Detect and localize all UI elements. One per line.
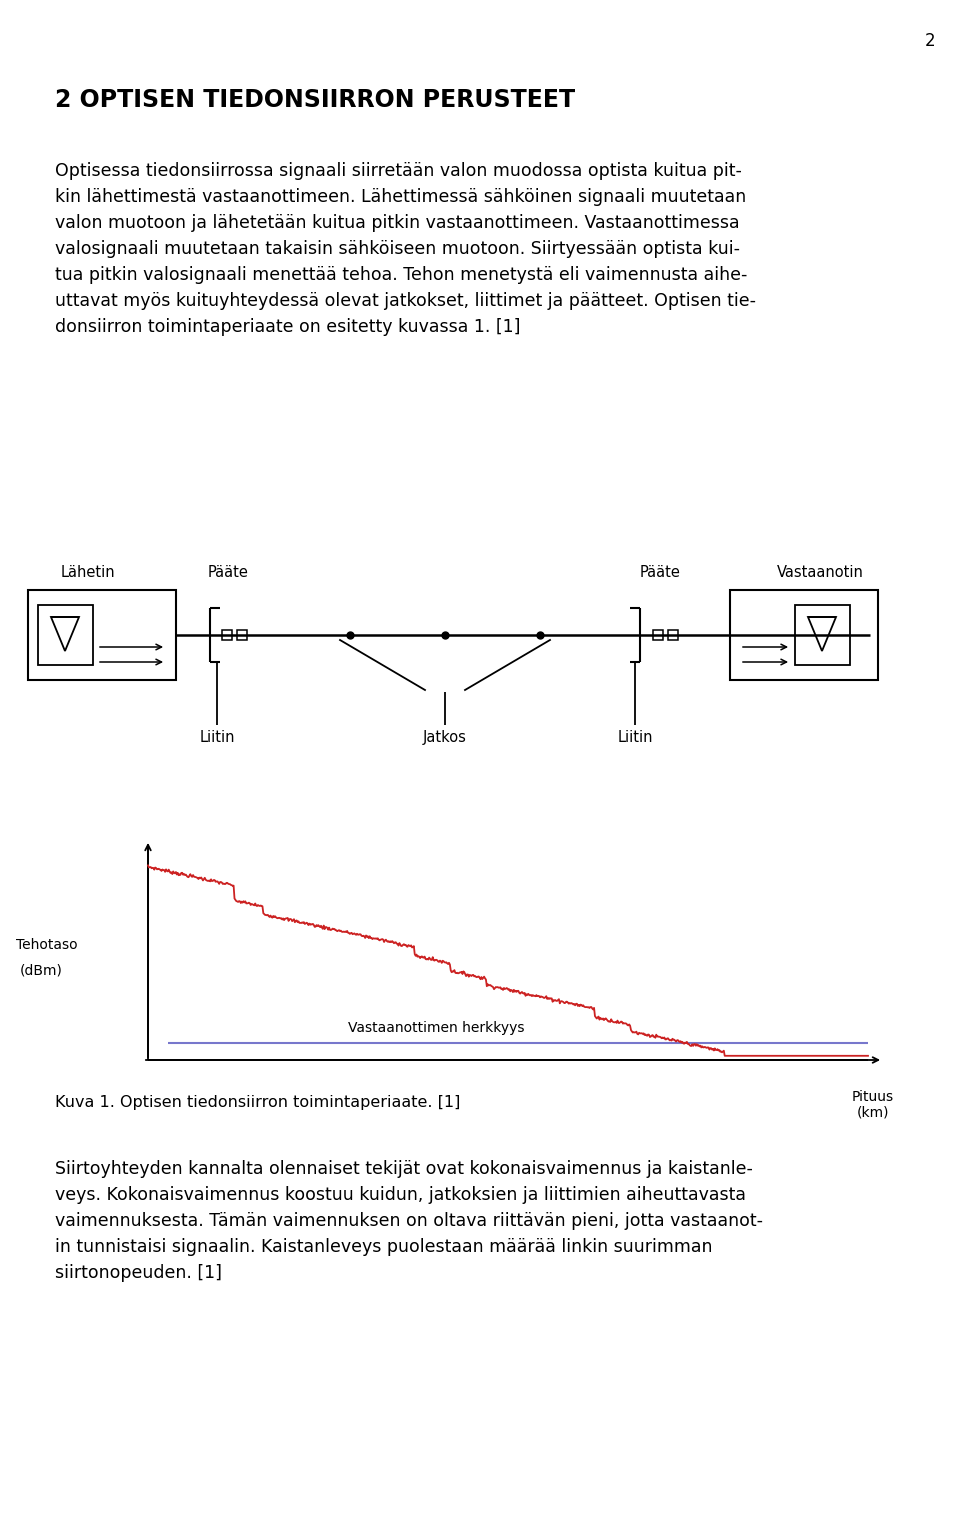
Text: kin lähettimestä vastaanottimeen. Lähettimessä sähköinen signaali muutetaan: kin lähettimestä vastaanottimeen. Lähett…	[55, 188, 746, 206]
Text: donsiirron toimintaperiaate on esitetty kuvassa 1. [1]: donsiirron toimintaperiaate on esitetty …	[55, 318, 520, 336]
Bar	[237, 630, 247, 640]
Text: vaimennuksesta. Tämän vaimennuksen on oltava riittävän pieni, jotta vastaanot-: vaimennuksesta. Tämän vaimennuksen on ol…	[55, 1213, 763, 1229]
Text: valon muotoon ja lähetetään kuitua pitkin vastaanottimeen. Vastaanottimessa: valon muotoon ja lähetetään kuitua pitki…	[55, 213, 739, 232]
Bar	[222, 630, 232, 640]
Text: Kuva 1. Optisen tiedonsiirron toimintaperiaate. [1]: Kuva 1. Optisen tiedonsiirron toimintape…	[55, 1095, 461, 1110]
Text: veys. Kokonaisvaimennus koostuu kuidun, jatkoksien ja liittimien aiheuttavasta: veys. Kokonaisvaimennus koostuu kuidun, …	[55, 1185, 746, 1204]
Text: Lähetin: Lähetin	[60, 565, 115, 580]
Text: siirtonopeuden. [1]: siirtonopeuden. [1]	[55, 1264, 222, 1282]
Text: Optisessa tiedonsiirrossa signaali siirretään valon muodossa optista kuitua pit-: Optisessa tiedonsiirrossa signaali siirr…	[55, 162, 742, 180]
Text: Vastaanotin: Vastaanotin	[777, 565, 863, 580]
Bar	[28, 590, 176, 680]
Text: (dBm): (dBm)	[20, 963, 62, 977]
Bar	[730, 590, 878, 680]
Text: 2 OPTISEN TIEDONSIIRRON PERUSTEET: 2 OPTISEN TIEDONSIIRRON PERUSTEET	[55, 88, 575, 112]
Text: valosignaali muutetaan takaisin sähköiseen muotoon. Siirtyessään optista kui-: valosignaali muutetaan takaisin sähköise…	[55, 241, 740, 257]
Text: Tehotaso: Tehotaso	[16, 939, 78, 952]
Bar	[38, 606, 93, 665]
Text: 2: 2	[924, 32, 935, 50]
Bar	[668, 630, 678, 640]
Text: Pääte: Pääte	[639, 565, 681, 580]
Text: Jatkos: Jatkos	[423, 730, 467, 745]
Bar	[795, 606, 850, 665]
Text: uttavat myös kuituyhteydessä olevat jatkokset, liittimet ja päätteet. Optisen ti: uttavat myös kuituyhteydessä olevat jatk…	[55, 292, 756, 310]
Text: Siirtoyhteyden kannalta olennaiset tekijät ovat kokonaisvaimennus ja kaistanle-: Siirtoyhteyden kannalta olennaiset tekij…	[55, 1160, 753, 1178]
Text: Vastaanottimen herkkyys: Vastaanottimen herkkyys	[348, 1022, 524, 1036]
Text: Liitin: Liitin	[200, 730, 235, 745]
Text: Pääte: Pääte	[207, 565, 249, 580]
Text: Liitin: Liitin	[617, 730, 653, 745]
Text: Pituus: Pituus	[852, 1090, 894, 1104]
Text: (km): (km)	[856, 1107, 889, 1120]
Text: tua pitkin valosignaali menettää tehoa. Tehon menetystä eli vaimennusta aihe-: tua pitkin valosignaali menettää tehoa. …	[55, 266, 748, 285]
Bar	[653, 630, 663, 640]
Text: in tunnistaisi signaalin. Kaistanleveys puolestaan määrää linkin suurimman: in tunnistaisi signaalin. Kaistanleveys …	[55, 1238, 712, 1257]
